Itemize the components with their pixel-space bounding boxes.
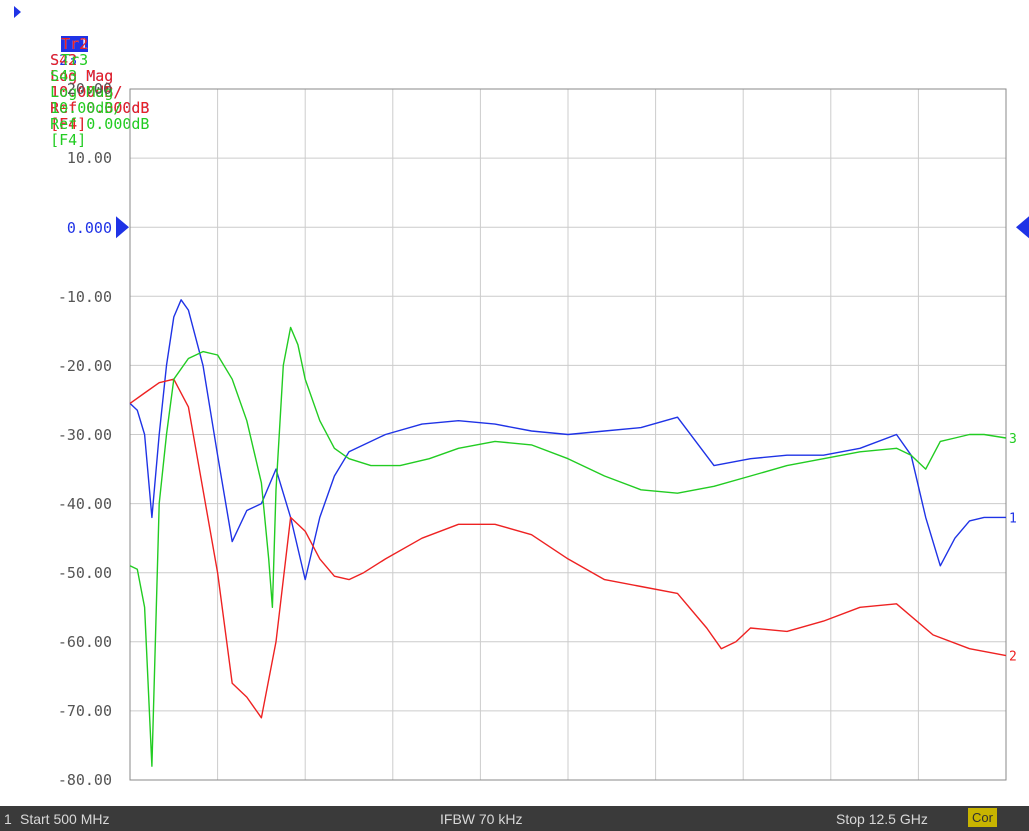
channel-number[interactable]: 1 bbox=[4, 811, 12, 827]
stop-frequency[interactable]: Stop 12.5 GHz bbox=[836, 811, 928, 827]
reference-level-left-icon[interactable] bbox=[116, 216, 129, 239]
y-tick-label-reference: 0.000 bbox=[66, 219, 112, 237]
trace-param-1: S23 bbox=[50, 51, 78, 69]
trace-scale-1: 10.00dB/ bbox=[50, 83, 123, 101]
trace-end-label: 3 bbox=[1009, 432, 1017, 447]
trace-line-1[interactable]: Tr1 S23 Log Mag 10.00dB/ Ref 0.000dB [F4… bbox=[14, 4, 149, 132]
trace-scale-3: 10.00dB/ bbox=[50, 99, 123, 117]
trace-ref-2: Ref 0.000dB bbox=[50, 99, 150, 117]
marker-group bbox=[116, 216, 1029, 239]
y-tick-label: -50.00 bbox=[57, 564, 112, 582]
trace-id-3[interactable]: Tr3 bbox=[61, 51, 89, 69]
y-tick-label: -70.00 bbox=[57, 702, 112, 720]
trace-line-s43[interactable] bbox=[129, 326, 1007, 767]
trace-end-label: 1 bbox=[1009, 511, 1017, 526]
trace-scale-2: 10.00dB/ bbox=[50, 83, 123, 101]
trace-tag-2: [F4] bbox=[50, 115, 87, 133]
trace-id-2[interactable]: Tr2 bbox=[61, 35, 89, 53]
y-tick-label: -60.00 bbox=[57, 633, 112, 651]
if-bandwidth[interactable]: IFBW 70 kHz bbox=[440, 811, 523, 827]
status-bar: 1 Start 500 MHz IFBW 70 kHz Stop 12.5 GH… bbox=[0, 806, 1029, 831]
trace-line-s42[interactable] bbox=[129, 378, 1007, 719]
plot-area[interactable]: 1 2 3 bbox=[0, 0, 1029, 806]
trace-id-1[interactable]: Tr1 bbox=[61, 35, 89, 53]
y-tick-label: -30.00 bbox=[57, 426, 112, 444]
trace-line-2[interactable]: Tr2 S42 Log Mag 10.00dB/ Ref 0.000dB [F4… bbox=[14, 20, 149, 132]
trace-format-2: Log Mag bbox=[50, 67, 114, 85]
trace-format-1: Log Mag bbox=[50, 67, 114, 85]
trace-line-3[interactable]: Tr3 S43 Log Mag 10.00dB/ Ref 0.000dB [F4… bbox=[14, 36, 149, 148]
reference-level-right-icon[interactable] bbox=[1016, 216, 1029, 239]
y-tick-label: -80.00 bbox=[57, 771, 112, 789]
y-tick-label: -10.00 bbox=[57, 288, 112, 306]
correction-badge[interactable]: Cor bbox=[968, 808, 997, 827]
trace-param-3: S43 bbox=[50, 67, 78, 85]
y-tick-label: 10.00 bbox=[66, 149, 112, 167]
trace-line-s23[interactable] bbox=[129, 299, 1006, 581]
active-trace-marker-icon bbox=[14, 6, 21, 18]
start-frequency[interactable]: Start 500 MHz bbox=[20, 811, 110, 827]
trace-format-3: Log Mag bbox=[50, 83, 114, 101]
trace-ref-1: Ref 0.000dB bbox=[50, 99, 150, 117]
trace-tag-3: [F4] bbox=[50, 131, 87, 149]
y-tick-label: 20.00 bbox=[66, 80, 112, 98]
trace-tag-1: [F4] bbox=[50, 115, 87, 133]
plot-border bbox=[129, 88, 1007, 781]
trace-end-label: 2 bbox=[1009, 650, 1017, 665]
trace-header: Tr1 S23 Log Mag 10.00dB/ Ref 0.000dB [F4… bbox=[14, 4, 149, 148]
trace-param-2: S42 bbox=[50, 51, 78, 69]
y-tick-label: -20.00 bbox=[57, 357, 112, 375]
trace-group: 1 2 3 bbox=[129, 299, 1017, 767]
y-tick-label: -40.00 bbox=[57, 495, 112, 513]
trace-ref-3: Ref 0.000dB bbox=[50, 115, 150, 133]
